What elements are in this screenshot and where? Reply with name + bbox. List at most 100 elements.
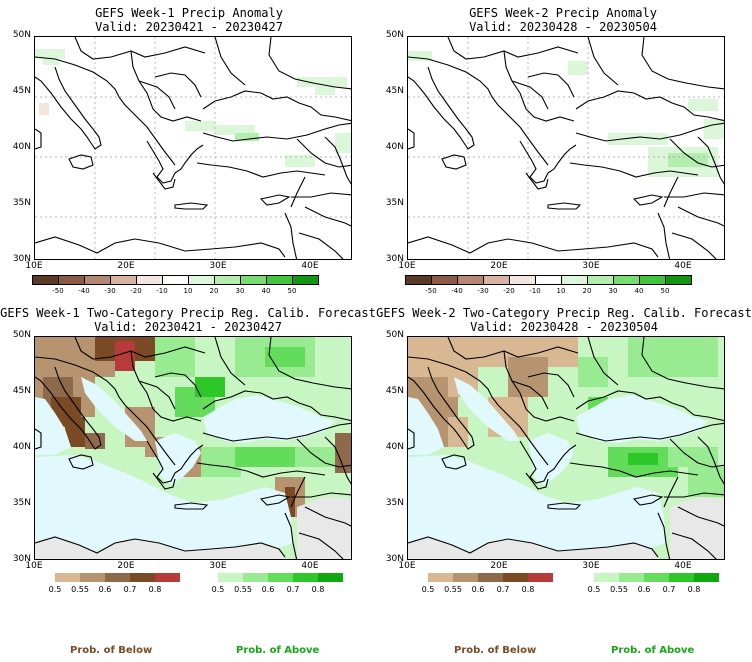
panel-title: GEFS Week-2 Precip Anomaly [469,6,657,20]
lon-tick-label: 20E [117,561,135,571]
colorbar-swatch [155,573,180,582]
colorbar-swatch [528,573,553,582]
prob-below-label: Prob. of Below [70,645,153,656]
colorbar-swatch [428,573,453,582]
colorbar-swatch [292,275,319,285]
map-frame [34,336,352,560]
lat-tick-label: 35N [385,198,404,208]
lon-tick-label: 30E [209,561,227,571]
colorbar-swatch [293,573,318,582]
map-svg [35,337,351,559]
lat-tick-label: 45N [385,86,404,96]
colorbar-swatch [613,275,640,285]
panel-title: GEFS Week-1 Two-Category Precip Reg. Cal… [0,306,376,320]
lon-tick-label: 40E [301,261,319,271]
colorbar-swatch [84,275,111,285]
colorbar-label: 0.55 [234,585,252,594]
colorbar-label: -50 [425,287,437,295]
colorbar-label: 0.5 [211,585,225,594]
colorbar-swatch [561,275,588,285]
colorbar-swatch [58,275,85,285]
colorbar-swatch [644,573,669,582]
colorbar-swatch [218,573,243,582]
lat-tick-label: 30N [12,254,31,264]
lon-tick-label: 40E [674,561,692,571]
colorbar-swatch [483,275,510,285]
colorbar-label: 20 [209,287,219,295]
colorbar-swatch [105,573,130,582]
colorbar-swatch [240,275,267,285]
map-frame [34,36,352,260]
colorbar-swatch [535,275,562,285]
map-svg [408,37,724,259]
lat-tick-label: 45N [385,386,404,396]
lat-tick-label: 45N [12,86,31,96]
colorbar-label: 0.7 [286,585,300,594]
colorbar-label: 10 [556,287,566,295]
colorbar-swatch [32,275,59,285]
colorbar-swatch [188,275,215,285]
lat-tick-label: 40N [385,142,404,152]
lon-tick-label: 20E [117,261,135,271]
colorbar-label: 30 [235,287,245,295]
colorbar-swatch [453,573,478,582]
colorbar-label: 20 [582,287,592,295]
colorbar-label: -40 [78,287,90,295]
colorbar-label: 0.7 [123,585,137,594]
colorbar-swatch [162,275,189,285]
lon-tick-label: 30E [582,261,600,271]
lat-tick-label: 35N [385,498,404,508]
colorbar-label: 40 [261,287,271,295]
lat-tick-label: 50N [385,330,404,340]
colorbar-label: 50 [287,287,297,295]
colorbar-swatch [268,573,293,582]
colorbar-label: 0.55 [444,585,462,594]
colorbar-label: 50 [660,287,670,295]
colorbar-label: 0.6 [637,585,651,594]
colorbar-swatch [665,275,692,285]
colorbar-swatch [669,573,694,582]
prob-below-label: Prob. of Below [454,645,537,656]
colorbar-label: -20 [503,287,515,295]
colorbar-label: 0.8 [148,585,162,594]
lat-tick-label: 50N [385,30,404,40]
lon-tick-label: 30E [209,261,227,271]
colorbar-label: 0.5 [421,585,435,594]
lon-tick-label: 10E [398,261,416,271]
colorbar-label: -30 [477,287,489,295]
colorbar-swatch [619,573,644,582]
map-svg [35,37,351,259]
panel-title: GEFS Week-1 Precip Anomaly [95,6,283,20]
colorbar-label: 0.5 [587,585,601,594]
lat-tick-label: 45N [12,386,31,396]
colorbar-swatch [639,275,666,285]
colorbar-label: 0.7 [496,585,510,594]
colorbar-label: 10 [183,287,193,295]
lat-tick-label: 40N [12,142,31,152]
colorbar-label: 0.55 [610,585,628,594]
colorbar-swatch [55,573,80,582]
lat-tick-label: 30N [385,554,404,564]
colorbar-swatch [136,275,163,285]
colorbar-swatch [478,573,503,582]
lat-tick-label: 40N [385,442,404,452]
colorbar-label: -10 [529,287,541,295]
lat-tick-label: 50N [12,330,31,340]
lon-tick-label: 10E [25,261,43,271]
panel-valid: Valid: 20230421 - 20230427 [95,20,283,34]
lat-tick-label: 35N [12,498,31,508]
lat-tick-label: 30N [385,254,404,264]
lon-tick-label: 20E [490,561,508,571]
colorbar-label: 40 [634,287,644,295]
colorbar-swatch [318,573,343,582]
lat-tick-label: 35N [12,198,31,208]
colorbar-label: -10 [156,287,168,295]
prob-above-label: Prob. of Above [236,645,320,656]
panel-valid: Valid: 20230421 - 20230427 [94,320,282,334]
colorbar-swatch [587,275,614,285]
colorbar-swatch [509,275,536,285]
colorbar-label: -20 [130,287,142,295]
map-svg [408,337,724,559]
colorbar-swatch [214,275,241,285]
prob-above-label: Prob. of Above [611,645,695,656]
